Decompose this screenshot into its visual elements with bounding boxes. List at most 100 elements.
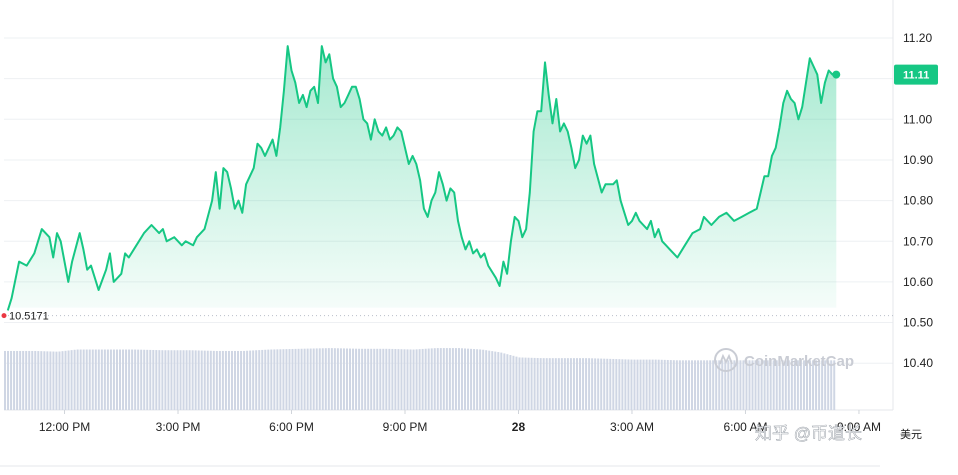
volume-bar bbox=[155, 350, 158, 410]
volume-bar bbox=[230, 350, 233, 410]
volume-bar bbox=[594, 358, 597, 410]
y-tick-label: 11.20 bbox=[903, 31, 932, 45]
volume-bar bbox=[321, 348, 324, 410]
volume-bar bbox=[143, 349, 146, 410]
volume-bar bbox=[536, 358, 539, 410]
price-line-layer bbox=[6, 45, 841, 311]
volume-bar bbox=[491, 351, 494, 410]
volume-bar bbox=[663, 359, 666, 410]
volume-bar bbox=[700, 360, 703, 410]
volume-bar bbox=[827, 360, 830, 410]
volume-bar bbox=[167, 350, 170, 410]
volume-bar bbox=[379, 348, 382, 410]
volume-bar bbox=[485, 350, 488, 410]
volume-bar bbox=[796, 360, 799, 410]
coinmarketcap-logo-icon bbox=[714, 348, 738, 372]
y-tick-label: 10.90 bbox=[903, 153, 933, 167]
volume-bar bbox=[669, 360, 672, 410]
volume-bar bbox=[742, 360, 745, 410]
volume-bar bbox=[403, 349, 406, 410]
volume-bar bbox=[781, 360, 784, 410]
volume-bar bbox=[751, 360, 754, 410]
volume-bar bbox=[815, 360, 818, 410]
volume-bar bbox=[648, 359, 651, 410]
volume-bar bbox=[754, 360, 757, 410]
volume-bar bbox=[557, 358, 560, 410]
volume-bar bbox=[627, 359, 630, 410]
brand-watermark-text: CoinMarketCap bbox=[744, 353, 854, 370]
volume-bar bbox=[19, 350, 22, 410]
volume-bar bbox=[82, 349, 85, 410]
volume-bar bbox=[551, 358, 554, 410]
volume-bar bbox=[376, 348, 379, 410]
volume-bar bbox=[560, 358, 563, 410]
price-area-fill bbox=[7, 46, 837, 311]
volume-bar bbox=[400, 349, 403, 410]
volume-bar bbox=[527, 357, 530, 410]
volume-bar bbox=[355, 348, 358, 410]
volume-bar bbox=[261, 349, 264, 410]
coinmarketcap-logo-mark bbox=[719, 353, 733, 365]
volume-bar bbox=[488, 350, 491, 410]
x-tick-label: 6:00 PM bbox=[269, 420, 314, 434]
volume-bar bbox=[258, 350, 261, 410]
volume-bar bbox=[55, 351, 58, 410]
volume-bar bbox=[285, 349, 288, 410]
volume-bar bbox=[385, 348, 388, 410]
volume-bar bbox=[131, 349, 134, 410]
volume-bar bbox=[7, 350, 10, 410]
volume-bar bbox=[609, 358, 612, 410]
volume-bar bbox=[415, 349, 418, 410]
volume-bar bbox=[67, 350, 70, 410]
volume-bar bbox=[46, 351, 49, 410]
volume-bar bbox=[615, 359, 618, 410]
volume-bar bbox=[227, 350, 230, 410]
volume-bar bbox=[778, 360, 781, 410]
volume-bar bbox=[473, 349, 476, 410]
volume-bar bbox=[784, 360, 787, 410]
volume-bar bbox=[675, 360, 678, 410]
volume-bar bbox=[349, 348, 352, 410]
volume-bar bbox=[306, 348, 309, 410]
volume-bar bbox=[457, 348, 460, 410]
volume-bar bbox=[703, 360, 706, 410]
volume-bar bbox=[119, 349, 122, 410]
volume-bar bbox=[106, 349, 109, 410]
volume-bar bbox=[412, 349, 415, 410]
volume-bar bbox=[467, 348, 470, 410]
x-axis-ticks: 12:00 PM 3:00 PM 6:00 PM 9:00 PM 28 3:00 AM 6:… bbox=[39, 410, 881, 434]
volume-bar bbox=[464, 348, 467, 410]
volume-bar bbox=[582, 358, 585, 410]
volume-bar bbox=[606, 358, 609, 410]
volume-bar bbox=[218, 350, 221, 410]
volume-bar bbox=[40, 351, 43, 410]
volume-bar bbox=[330, 348, 333, 410]
volume-bar bbox=[712, 360, 715, 410]
volume-bar bbox=[585, 358, 588, 410]
volume-bar bbox=[339, 348, 342, 410]
volume-bar bbox=[333, 348, 336, 410]
volume-bar bbox=[182, 350, 185, 410]
last-price-point bbox=[832, 70, 841, 79]
volume-bar bbox=[170, 350, 173, 410]
volume-bar bbox=[212, 350, 215, 410]
volume-bar bbox=[291, 348, 294, 410]
volume-bar bbox=[336, 348, 339, 410]
volume-bar bbox=[645, 359, 648, 410]
volume-bar bbox=[697, 360, 700, 410]
currency-label: 美元 bbox=[900, 428, 922, 441]
current-price-label: 11.11 bbox=[903, 70, 929, 82]
volume-bar bbox=[112, 349, 115, 410]
volume-bar bbox=[494, 351, 497, 410]
volume-bar bbox=[309, 348, 312, 410]
volume-bar bbox=[73, 349, 76, 410]
volume-bar bbox=[194, 350, 197, 410]
volume-bar bbox=[630, 359, 633, 410]
volume-bar bbox=[273, 349, 276, 410]
volume-bar bbox=[61, 351, 64, 410]
volume-bar bbox=[654, 359, 657, 410]
volume-bar bbox=[515, 356, 518, 410]
volume-bar bbox=[361, 348, 364, 410]
volume-bar bbox=[757, 360, 760, 410]
